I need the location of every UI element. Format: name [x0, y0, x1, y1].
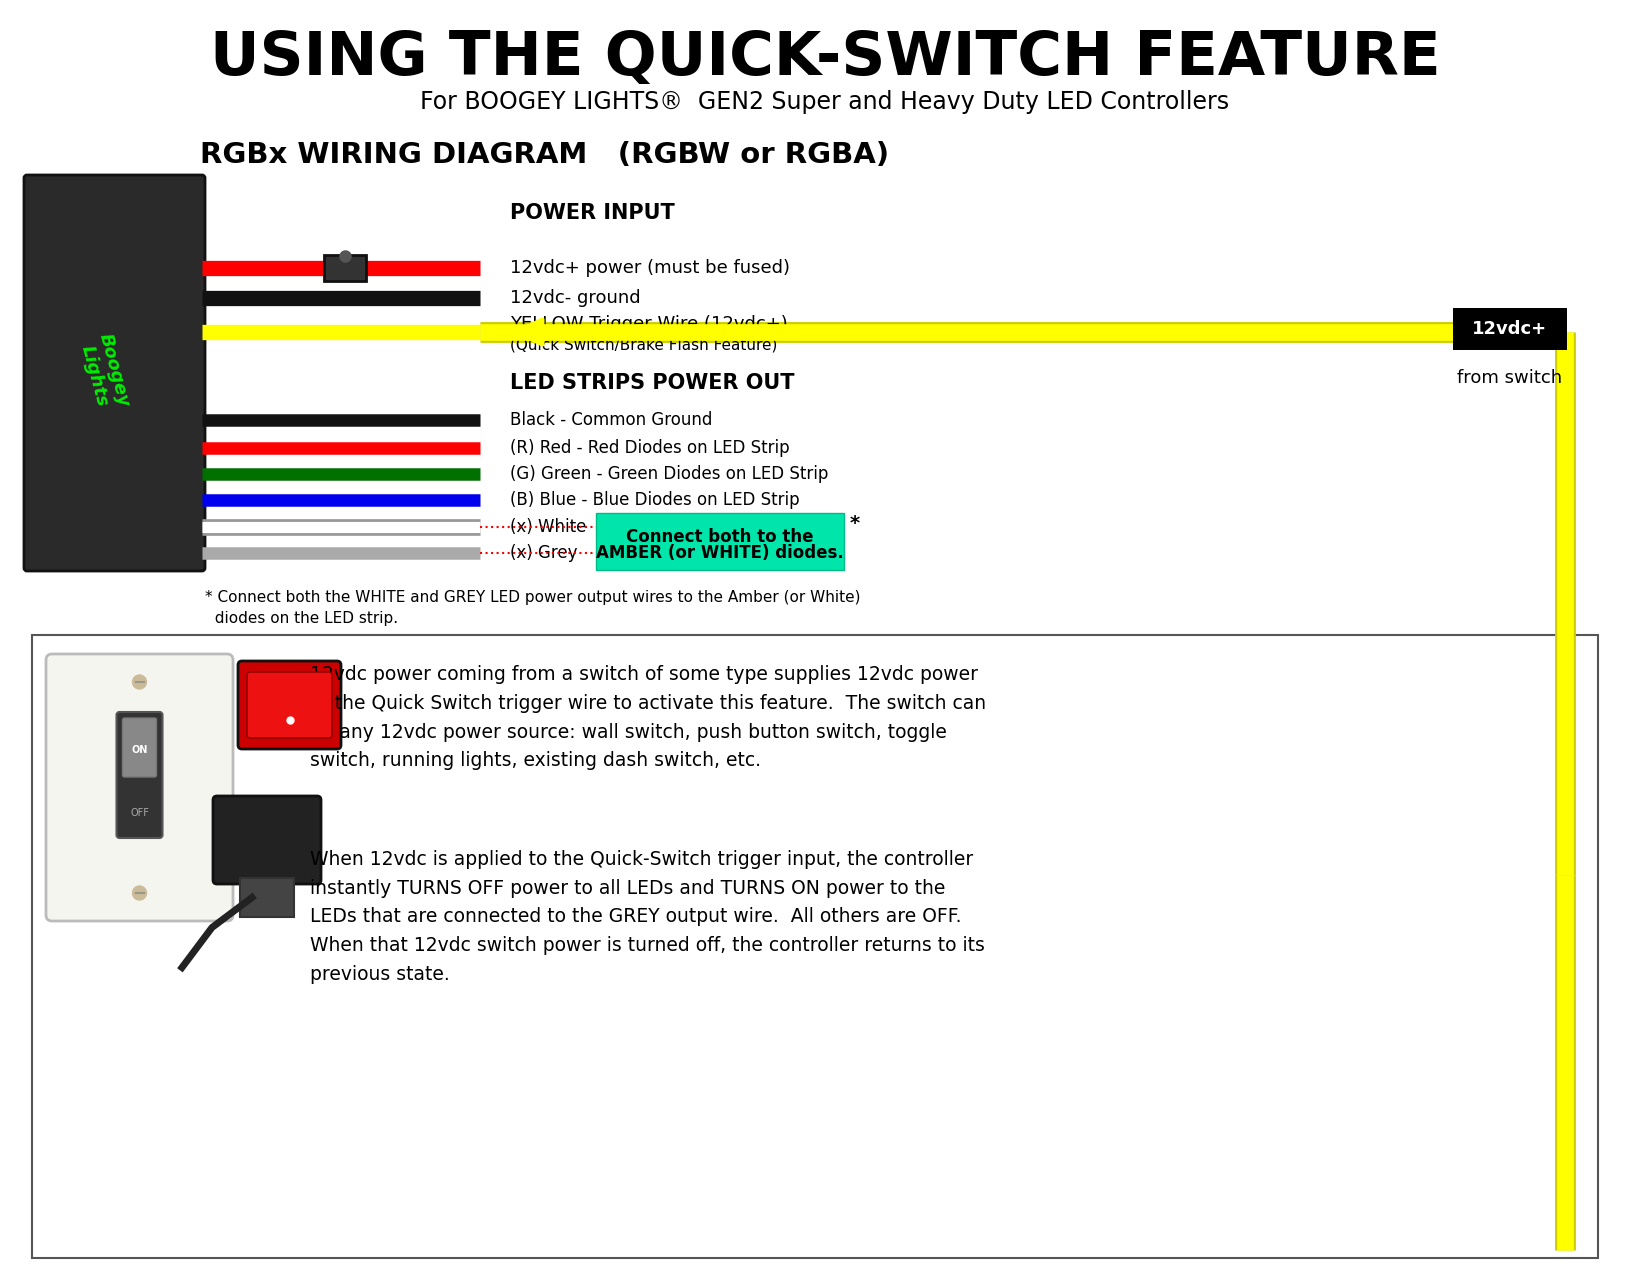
Text: For BOOGEY LIGHTS®  GEN2 Super and Heavy Duty LED Controllers: For BOOGEY LIGHTS® GEN2 Super and Heavy … [421, 91, 1229, 113]
FancyBboxPatch shape [248, 672, 332, 738]
Text: USING THE QUICK-SWITCH FEATURE: USING THE QUICK-SWITCH FEATURE [210, 28, 1440, 88]
Text: LED STRIPS POWER OUT: LED STRIPS POWER OUT [510, 374, 795, 393]
Text: ON: ON [132, 745, 148, 755]
Text: * Connect both the WHITE and GREY LED power output wires to the Amber (or White): * Connect both the WHITE and GREY LED po… [205, 590, 861, 626]
FancyBboxPatch shape [213, 796, 322, 884]
Text: 12vdc- ground: 12vdc- ground [510, 289, 640, 307]
Text: Black - Common Ground: Black - Common Ground [510, 411, 713, 428]
Text: YELLOW Trigger Wire (12vdc+): YELLOW Trigger Wire (12vdc+) [510, 315, 787, 333]
Text: When 12vdc is applied to the Quick-Switch trigger input, the controller
instantl: When 12vdc is applied to the Quick-Switc… [310, 850, 985, 984]
FancyBboxPatch shape [122, 718, 157, 776]
FancyBboxPatch shape [239, 878, 294, 917]
Text: (B) Blue - Blue Diodes on LED Strip: (B) Blue - Blue Diodes on LED Strip [510, 491, 800, 509]
Text: 12vdc+ power (must be fused): 12vdc+ power (must be fused) [510, 259, 790, 277]
Text: from switch: from switch [1457, 368, 1563, 388]
FancyBboxPatch shape [1454, 309, 1568, 351]
FancyBboxPatch shape [46, 654, 233, 921]
Text: 12vdc+: 12vdc+ [1472, 320, 1548, 338]
Text: (Quick Switch/Brake Flash Feature): (Quick Switch/Brake Flash Feature) [510, 338, 777, 352]
Text: RGBx WIRING DIAGRAM   (RGBW or RGBA): RGBx WIRING DIAGRAM (RGBW or RGBA) [200, 142, 889, 170]
FancyBboxPatch shape [31, 635, 1597, 1258]
Text: POWER INPUT: POWER INPUT [510, 203, 675, 223]
Text: *: * [850, 514, 860, 533]
Text: AMBER (or WHITE) diodes.: AMBER (or WHITE) diodes. [596, 544, 843, 562]
Text: Connect both to the: Connect both to the [627, 528, 813, 546]
Text: (x) Grey: (x) Grey [510, 544, 578, 562]
FancyBboxPatch shape [596, 513, 845, 570]
Text: Boogey
Lights: Boogey Lights [76, 332, 134, 414]
FancyBboxPatch shape [117, 711, 162, 838]
Text: OFF: OFF [130, 808, 148, 819]
Text: (R) Red - Red Diodes on LED Strip: (R) Red - Red Diodes on LED Strip [510, 439, 790, 456]
Text: (G) Green - Green Diodes on LED Strip: (G) Green - Green Diodes on LED Strip [510, 465, 828, 483]
Circle shape [132, 886, 147, 900]
Text: 12vdc power coming from a switch of some type supplies 12vdc power
to the Quick : 12vdc power coming from a switch of some… [310, 666, 987, 770]
FancyBboxPatch shape [25, 175, 205, 571]
FancyBboxPatch shape [323, 255, 366, 280]
FancyBboxPatch shape [238, 660, 342, 748]
Text: (x) White: (x) White [510, 518, 586, 536]
Circle shape [132, 674, 147, 688]
